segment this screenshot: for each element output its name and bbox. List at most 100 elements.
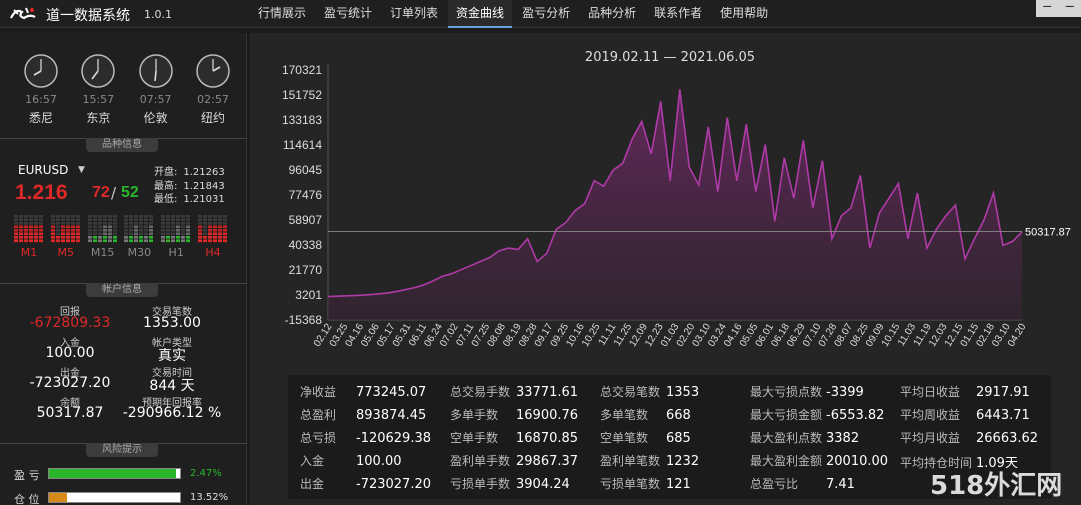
annual-return-label: 预期年回报率: [142, 398, 202, 409]
stat-label: 多单手数: [450, 408, 499, 422]
signal-segment: [202, 229, 207, 232]
stat-row: 净收益 773245.07: [300, 383, 431, 406]
signal-segment: [39, 218, 43, 222]
signal-segment: [87, 218, 92, 222]
stat-label: 亏损单手数: [450, 477, 511, 491]
signal-segment: [24, 215, 28, 218]
symbol-select[interactable]: EURUSD: [18, 163, 69, 177]
tab-pl-stats[interactable]: 盈亏统计: [324, 6, 373, 20]
signal-segment: [14, 232, 18, 236]
signal-segment: [92, 229, 97, 232]
signal-segment: [166, 236, 171, 239]
stat-label: 平均月收益: [900, 431, 961, 445]
signal-segment: [50, 215, 55, 218]
signal-segment: [222, 232, 227, 236]
signal-segment: [14, 239, 18, 243]
signal-segment: [24, 239, 28, 243]
stat-label: 空单笔数: [600, 431, 649, 445]
signal-segment: [70, 236, 75, 239]
stat-label: 出金: [300, 477, 325, 491]
clock-icon: [24, 54, 58, 88]
signal-segment: [181, 239, 186, 243]
position-risk-bar: [48, 492, 181, 503]
tab-market[interactable]: 行情展示: [258, 6, 307, 20]
tab-contact[interactable]: 联系作者: [654, 6, 703, 20]
tab-symbol-analysis[interactable]: 品种分析: [588, 6, 637, 20]
y-tick-label: -15368: [285, 313, 323, 327]
chevron-down-icon[interactable]: ▼: [78, 165, 85, 175]
signal-segment: [102, 239, 107, 243]
signal-segment: [60, 239, 65, 243]
account-type-value: 真实: [158, 348, 186, 364]
stat-value: -120629.38: [356, 431, 431, 446]
close-button[interactable]: —: [1065, 2, 1075, 12]
stat-value: 773245.07: [356, 385, 427, 400]
signal-bars-icon: [197, 215, 227, 243]
window-controls: — —: [1036, 0, 1081, 17]
annual-return-value: -290966.12 %: [122, 405, 222, 421]
signal-segment: [70, 229, 75, 232]
signal-segment: [161, 215, 166, 218]
tab-pl-analysis[interactable]: 盈亏分析: [522, 6, 571, 20]
low-label: 最低:: [154, 194, 178, 205]
stat-value: -6553.82: [826, 408, 885, 423]
stat-value: -3399: [826, 385, 864, 400]
signal-segment: [166, 222, 171, 225]
balance-value: 50317.87: [36, 405, 104, 421]
clock-time: 02:57: [197, 93, 229, 106]
equity-curve-panel: 2019.02.11 — 2021.06.05 170321 151752 1331…: [250, 33, 1081, 505]
tab-help[interactable]: 使用帮助: [720, 6, 769, 20]
deposit-value: 100.00: [45, 345, 95, 361]
stat-row: 总盈利 893874.45: [300, 406, 431, 429]
stat-row: 总亏损 -120629.38: [300, 429, 431, 452]
stat-value: 3904.24: [516, 477, 570, 492]
timeframe-m15[interactable]: M15: [87, 213, 118, 259]
tab-equity-curve[interactable]: 资金曲线: [448, 0, 513, 28]
timeframe-h4[interactable]: H4: [197, 213, 228, 259]
signal-segment: [55, 229, 60, 232]
signal-segment: [55, 225, 60, 229]
timeframe-m1[interactable]: M1: [14, 213, 44, 259]
stat-value: 7.41: [826, 477, 855, 492]
stat-value: 2917.91: [976, 385, 1030, 400]
signal-segment: [139, 222, 144, 225]
signal-segment: [161, 232, 166, 236]
y-tick-label: 170321: [282, 63, 322, 77]
signal-segment: [29, 232, 33, 236]
signal-segment: [14, 215, 18, 218]
signal-segment: [181, 236, 186, 239]
stat-value: 16900.76: [516, 408, 579, 423]
timeframe-m5[interactable]: M5: [50, 213, 81, 259]
signal-segment: [134, 236, 139, 239]
signal-segment: [87, 222, 92, 225]
signal-segment: [149, 236, 154, 239]
signal-segment: [197, 229, 202, 232]
account-type-label: 帐户类型: [152, 338, 192, 349]
stat-label: 最大盈利金额: [750, 454, 823, 468]
signal-segment: [212, 232, 217, 236]
signal-segment: [112, 222, 117, 225]
balance-label: 余额: [60, 398, 80, 409]
signal-segment: [14, 225, 18, 229]
signal-segment: [39, 222, 43, 225]
signal-segment: [166, 225, 171, 229]
stat-row: 空单手数 16870.85: [450, 429, 578, 452]
timeframe-m30[interactable]: M30: [124, 213, 154, 259]
stat-row: 盈利单手数 29867.37: [450, 452, 578, 475]
signal-segment: [186, 236, 191, 239]
signal-segment: [129, 229, 134, 232]
tab-orders[interactable]: 订单列表: [390, 6, 439, 20]
stat-value: 6443.71: [976, 408, 1030, 423]
signal-segment: [75, 236, 80, 239]
signal-segment: [112, 218, 117, 222]
signal-bars-icon: [50, 215, 80, 243]
signal-segment: [29, 225, 33, 229]
signal-segment: [171, 218, 176, 222]
signal-segment: [60, 218, 65, 222]
minimize-button[interactable]: —: [1042, 2, 1052, 12]
signal-segment: [222, 229, 227, 232]
signal-segment: [207, 218, 212, 222]
timeframe-h1[interactable]: H1: [161, 213, 191, 259]
signal-segment: [212, 229, 217, 232]
clock-city: 纽约: [200, 111, 225, 125]
